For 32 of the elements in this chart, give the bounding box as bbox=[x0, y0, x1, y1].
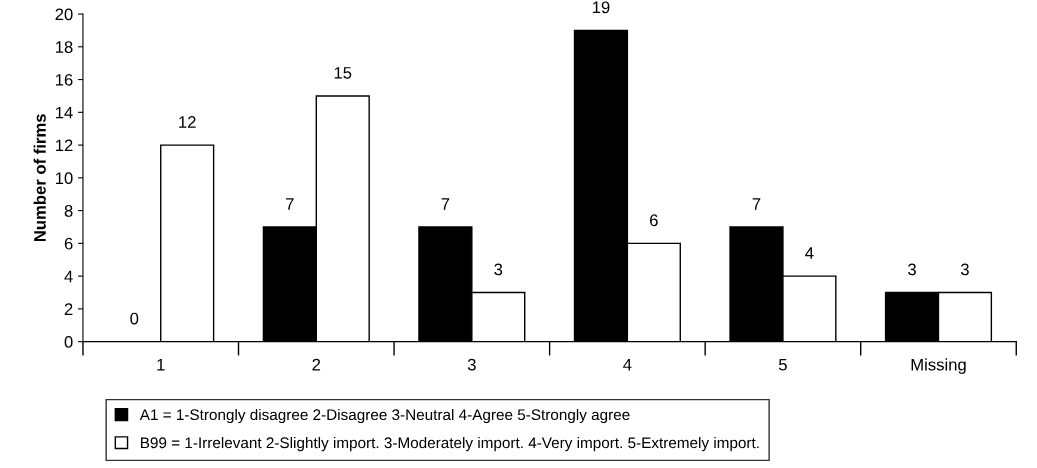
data-label: 3 bbox=[494, 263, 503, 276]
data-label: 3 bbox=[908, 263, 916, 276]
data-label: 7 bbox=[752, 198, 761, 210]
data-label: 12 bbox=[179, 116, 196, 128]
y-tick-label: 18 bbox=[55, 41, 73, 53]
y-tick-label: 2 bbox=[64, 303, 73, 315]
y-tick-label: 14 bbox=[55, 106, 73, 119]
data-label: 6 bbox=[650, 214, 658, 227]
x-tick-label: 3 bbox=[467, 358, 476, 371]
y-tick-label: 6 bbox=[64, 237, 73, 250]
x-tick-label: 4 bbox=[623, 358, 632, 371]
y-axis-title: Number of firms bbox=[33, 114, 46, 242]
legend-label: A1 = 1-Strongly disagree 2-Disagree 3-Neutral 4-Agree 5-Strongly agree bbox=[139, 408, 630, 424]
y-tick-label: 4 bbox=[64, 270, 73, 283]
data-label: 7 bbox=[286, 198, 294, 210]
x-tick-label: 1 bbox=[157, 358, 165, 371]
data-label: 4 bbox=[805, 247, 814, 259]
data-label: 15 bbox=[334, 67, 352, 79]
x-tick-label: 2 bbox=[312, 358, 321, 371]
y-tick-label: 20 bbox=[55, 8, 73, 21]
y-tick-label: 16 bbox=[55, 73, 73, 86]
data-label: 19 bbox=[592, 1, 610, 14]
y-tick-label: 0 bbox=[64, 336, 73, 348]
x-tick-label: Missing bbox=[911, 358, 966, 374]
y-tick-label: 10 bbox=[55, 172, 73, 185]
y-tick-label: 12 bbox=[55, 139, 73, 152]
data-label: 7 bbox=[441, 198, 450, 210]
x-tick-label: 5 bbox=[778, 358, 787, 371]
legend-label: B99 = 1-Irrelevant 2-Slightly import. 3-Moderately import. 4-Very import. 5-Extremely import. bbox=[141, 436, 759, 452]
y-tick-label: 8 bbox=[64, 205, 73, 217]
data-label: 0 bbox=[130, 312, 139, 325]
data-label: 3 bbox=[960, 263, 969, 276]
